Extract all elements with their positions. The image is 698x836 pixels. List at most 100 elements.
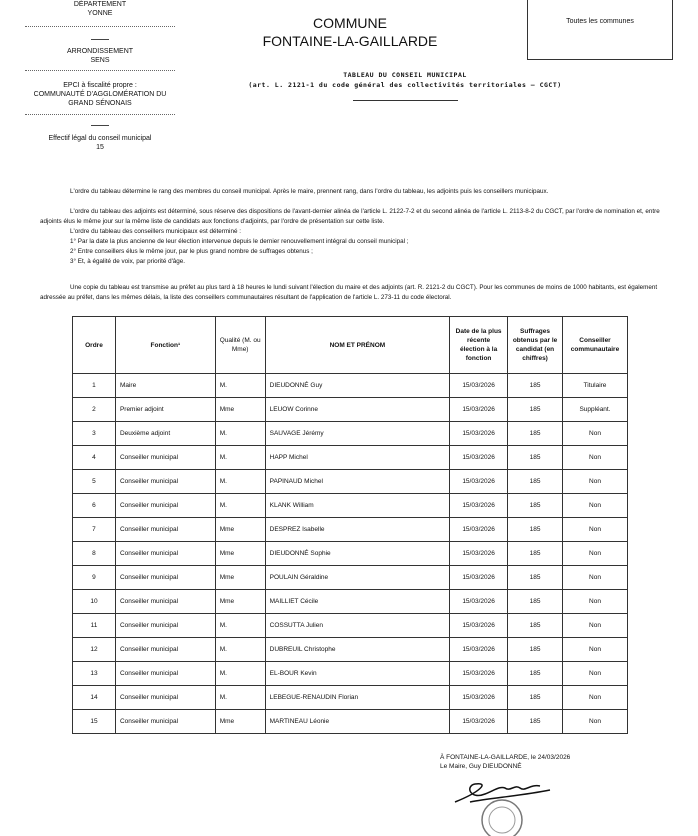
cell-fonction: Deuxième adjoint [114,421,216,446]
cell-suffrages: 185 [507,469,563,494]
cell-communautaire: Non [562,541,628,566]
cell-qualite: M. [214,661,266,686]
divider [91,125,109,126]
cell-fonction: Conseiller municipal [114,469,216,494]
cell-qualite: M. [214,637,266,662]
cell-ordre: 7 [72,517,116,542]
cell-suffrages: 185 [507,613,563,638]
cell-nom: HAPP Michel [264,445,451,470]
paragraph: 3° Et, à égalité de voix, par priorité d… [70,258,186,265]
cell-suffrages: 185 [507,709,563,734]
instructions: L'ordre du tableau détermine le rang des… [40,187,670,303]
divider [25,70,175,71]
commune-name: FONTAINE-LA-GAILLARDE [262,33,438,49]
cell-ordre: 6 [72,493,116,518]
table-row: 2 Premier adjoint Mme LEUOW Corinne 15/03/20… [72,397,628,422]
cell-date: 15/03/2026 [449,637,509,662]
cell-date: 15/03/2026 [449,493,509,518]
commune-label: COMMUNE [313,15,387,31]
cell-ordre: 13 [72,661,116,686]
paragraph: L'ordre du tableau des conseillers munic… [70,228,241,235]
cell-ordre: 11 [72,613,116,638]
header-nom: NOM ET PRÉNOM [264,316,451,374]
council-table: Ordre Fonction¹ Qualité (M. ou Mme) NOM … [72,316,628,734]
cell-qualite: Mme [214,589,266,614]
cell-fonction: Conseiller municipal [114,541,216,566]
header-communautaire: Conseiller communautaire [562,316,628,374]
cell-fonction: Conseiller municipal [114,493,216,518]
cell-qualite: M. [214,373,266,398]
cell-communautaire: Non [562,469,628,494]
departement-label: DÉPARTEMENT [73,1,127,8]
cell-communautaire: Non [562,685,628,710]
cell-date: 15/03/2026 [449,469,509,494]
cell-suffrages: 185 [507,661,563,686]
cell-qualite: Mme [214,565,266,590]
cell-date: 15/03/2026 [449,541,509,566]
header-fonction: Fonction¹ [114,316,216,374]
arrondissement-label: ARRONDISSEMENT [66,48,134,55]
cell-date: 15/03/2026 [449,565,509,590]
cell-communautaire: Non [562,517,628,542]
cell-date: 15/03/2026 [449,613,509,638]
header-ordre: Ordre [72,316,116,374]
cell-communautaire: Non [562,613,628,638]
cell-nom: LEUOW Corinne [264,397,451,422]
arrondissement: SENS [90,57,110,64]
cell-nom: DIEUDONNÉ Guy [264,373,451,398]
cell-fonction: Conseiller municipal [114,637,216,662]
cell-qualite: Mme [214,397,266,422]
cell-fonction: Conseiller municipal [114,517,216,542]
cell-fonction: Maire [114,373,216,398]
cell-suffrages: 185 [507,637,563,662]
header-qualite: Qualité (M. ou Mme) [214,316,266,374]
table-row: 14 Conseiller municipal M. LEBEGUE-RENAUDIN… [72,685,628,710]
cell-nom: COSSUTTA Julien [264,613,451,638]
cell-ordre: 12 [72,637,116,662]
cell-ordre: 15 [72,709,116,734]
header-date: Date de la plus récente élection à la fo… [449,316,509,374]
cell-communautaire: Non [562,637,628,662]
table-row: 3 Deuxième adjoint M. SAUVAGE Jérémy 15/03/2… [72,421,628,446]
cell-qualite: M. [214,493,266,518]
table-row: 12 Conseiller municipal M. DUBREUIL Christo… [72,637,628,662]
table-header: Ordre Fonction¹ Qualité (M. ou Mme) NOM … [72,316,628,374]
table-row: 8 Conseiller municipal Mme DIEUDONNÉ Sophie… [72,541,628,566]
cell-communautaire: Non [562,589,628,614]
cell-qualite: M. [214,469,266,494]
paragraph: 2° Entre conseillers élus le même jour, … [70,248,313,255]
cell-suffrages: 185 [507,397,563,422]
cell-nom: POULAIN Géraldine [264,565,451,590]
subtitle: (art. L. 2121-1 du code général des coll… [248,81,562,89]
signature-icon [454,783,551,803]
title: TABLEAU DU CONSEIL MUNICIPAL [343,71,467,79]
commune-title: COMMUNE FONTAINE-LA-GAILLARDE [250,14,450,50]
divider [25,26,175,27]
cell-ordre: 10 [72,589,116,614]
table-row: 10 Conseiller municipal Mme MAILLIET Cécile… [72,589,628,614]
cell-communautaire: Non [562,445,628,470]
signature-and-seal [454,783,551,836]
cell-date: 15/03/2026 [449,445,509,470]
cell-qualite: M. [214,421,266,446]
cell-date: 15/03/2026 [449,397,509,422]
cell-fonction: Conseiller municipal [114,661,216,686]
cell-date: 15/03/2026 [449,589,509,614]
divider [91,39,109,40]
cell-fonction: Conseiller municipal [114,589,216,614]
cell-nom: MARTINEAU Léonie [264,709,451,734]
cell-ordre: 5 [72,469,116,494]
paragraph: Une copie du tableau est transmise au pr… [40,284,658,301]
table-row: 6 Conseiller municipal M. KLANK William 15/0… [72,493,628,518]
paragraph: L'ordre du tableau des adjoints est déte… [40,208,660,225]
cell-suffrages: 185 [507,541,563,566]
cell-communautaire: Non [562,661,628,686]
cell-fonction: Conseiller municipal [114,685,216,710]
cell-fonction: Conseiller municipal [114,445,216,470]
cell-nom: DIEUDONNÉ Sophie [264,541,451,566]
cell-ordre: 9 [72,565,116,590]
epci-line2: GRAND SÉNONAIS [68,100,132,107]
table-row: 13 Conseiller municipal M. EL-BOUR Kevin 15/… [72,661,628,686]
cell-qualite: M. [214,685,266,710]
cell-date: 15/03/2026 [449,685,509,710]
